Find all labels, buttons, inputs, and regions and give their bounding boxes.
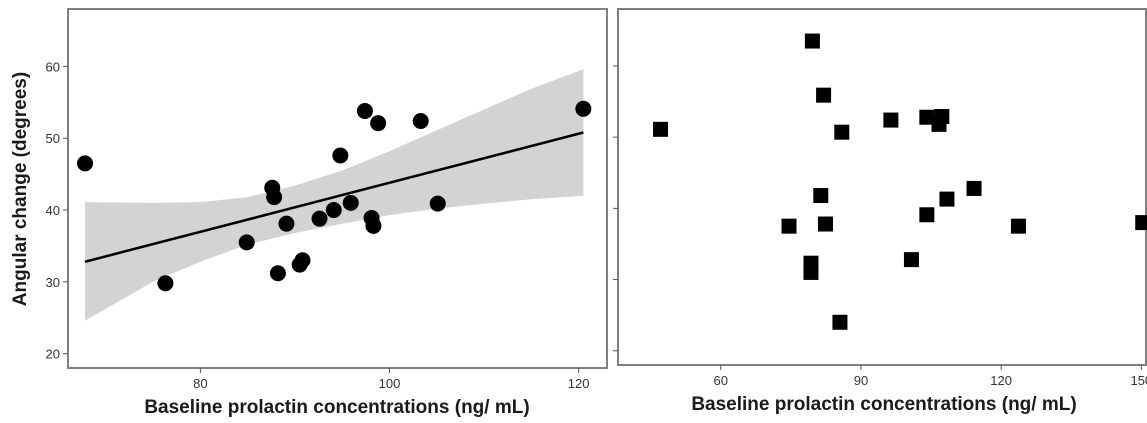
- data-point-square: [804, 33, 820, 49]
- left-confidence-band-layer: [85, 69, 584, 321]
- data-point-circle: [332, 147, 349, 164]
- data-point-square: [832, 314, 848, 330]
- data-point-square: [903, 252, 919, 268]
- data-point-circle: [294, 252, 311, 269]
- data-point-circle: [77, 155, 94, 172]
- data-point-circle: [575, 100, 592, 117]
- data-point-square: [813, 188, 829, 204]
- data-point-square: [816, 87, 832, 103]
- right-x-ticks: 60 90 120 150: [714, 365, 1147, 388]
- left-fit-line-layer: [84, 131, 584, 263]
- left-y-ticks: 20 30 40 50 60: [46, 59, 68, 362]
- left-y-axis-title: Angular change (degrees): [10, 72, 31, 306]
- data-point-square: [653, 121, 669, 137]
- left-x-tick-label: 80: [193, 376, 207, 391]
- data-point-circle: [356, 102, 373, 119]
- data-point-circle: [342, 194, 359, 211]
- data-point-square: [919, 207, 935, 223]
- data-point-square: [919, 109, 935, 125]
- right-points-layer: [653, 33, 1147, 330]
- right-panel: 60 90 120 150 Baseline prolactin concentrat…: [613, 8, 1147, 415]
- data-point-square: [934, 109, 950, 125]
- data-point-circle: [266, 189, 283, 206]
- left-y-tick-label: 40: [46, 203, 60, 218]
- right-y-ticks: [613, 65, 618, 352]
- left-x-tick-label: 120: [568, 376, 590, 391]
- left-x-tick-label: 100: [379, 376, 401, 391]
- left-points-layer: [77, 100, 592, 292]
- left-y-tick-label: 20: [46, 347, 60, 362]
- regression-line: [84, 131, 584, 263]
- right-plot-frame: [617, 8, 1147, 366]
- data-point-square: [817, 216, 833, 232]
- data-point-circle: [238, 234, 255, 251]
- data-point-circle: [365, 217, 382, 234]
- data-point-circle: [278, 215, 295, 232]
- left-panel: 80 100 120 20 30 40 50 60 Baseline prolactin c…: [10, 8, 608, 418]
- right-x-axis-title: Baseline prolactin concentrations (ng/ m…: [691, 394, 1076, 415]
- data-point-square: [803, 264, 819, 280]
- data-point-circle: [269, 265, 286, 282]
- data-point-square: [883, 112, 899, 128]
- data-point-square: [1135, 215, 1147, 231]
- left-y-tick-label: 30: [46, 275, 60, 290]
- right-x-tick-label: 60: [714, 373, 728, 388]
- data-point-circle: [325, 202, 342, 219]
- data-point-square: [1010, 218, 1026, 234]
- left-x-ticks: 80 100 120: [193, 368, 589, 391]
- data-point-square: [834, 124, 850, 140]
- data-point-square: [781, 218, 797, 234]
- data-point-circle: [429, 195, 446, 212]
- right-x-tick-label: 90: [854, 373, 868, 388]
- left-y-tick-label: 50: [46, 131, 60, 146]
- data-point-circle: [157, 275, 174, 292]
- left-plot-frame: [67, 8, 608, 369]
- data-point-circle: [370, 115, 387, 132]
- confidence-band: [85, 69, 584, 321]
- data-point-square: [939, 191, 955, 207]
- right-x-tick-label: 150: [1130, 373, 1147, 388]
- data-point-square: [966, 180, 982, 196]
- data-point-circle: [311, 210, 328, 227]
- data-point-circle: [412, 113, 429, 130]
- left-y-tick-label: 60: [46, 59, 60, 74]
- left-x-axis-title: Baseline prolactin concentrations (ng/ m…: [144, 397, 529, 418]
- right-x-tick-label: 120: [990, 373, 1012, 388]
